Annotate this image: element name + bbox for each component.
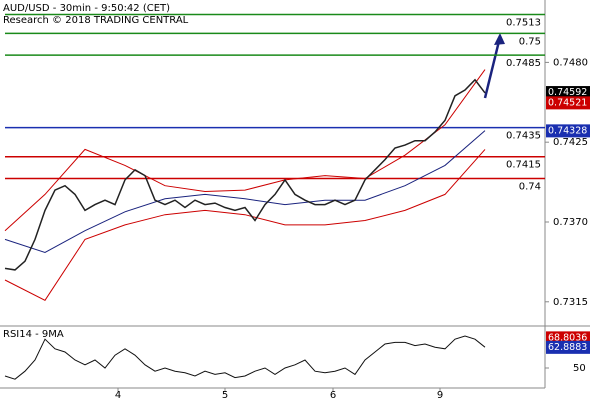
y-tick-label: 0.7425: [553, 137, 588, 148]
moving-average: [4, 130, 486, 254]
price-marker: [546, 86, 590, 100]
chart-subtitle: Research © 2018 TRADING CENTRAL: [3, 15, 189, 26]
x-tick-label: 6: [330, 390, 336, 400]
rsi-tick-label: 50: [573, 363, 586, 374]
y-tick-label: 0.7315: [553, 297, 588, 308]
level-label: 0.7513: [506, 18, 541, 29]
rsi-marker-label: 62.8883: [548, 342, 587, 353]
rsi-title: RSI14 - 9MA: [3, 329, 64, 340]
rsi-marker: [546, 340, 590, 354]
price-marker-label: 0.74592: [548, 87, 587, 98]
level-label: 0.75: [519, 36, 541, 47]
price-marker: [546, 96, 590, 110]
x-tick-label: 9: [437, 390, 443, 400]
lower-band: [4, 149, 486, 301]
price-line: [4, 78, 486, 271]
chart-title: AUD/USD - 30min - 9:50:42 (CET): [3, 3, 170, 14]
y-tick-label: 0.7480: [553, 57, 588, 68]
x-tick-label: 5: [222, 390, 228, 400]
level-label: 0.7435: [506, 131, 541, 142]
price-marker-label: 0.74328: [548, 125, 587, 136]
level-label: 0.74: [519, 181, 541, 192]
price-marker: [546, 124, 590, 138]
level-label: 0.7485: [506, 58, 541, 69]
price-marker-label: 0.74521: [548, 97, 587, 108]
rsi-line: [4, 335, 486, 380]
x-tick-label: 4: [115, 390, 121, 400]
rsi-marker-label: 68.8036: [548, 332, 587, 343]
upper-band: [4, 69, 486, 232]
forecast-arrow: [483, 36, 502, 99]
y-tick-label: 0.7370: [553, 217, 588, 228]
level-label: 0.7415: [506, 160, 541, 171]
forecast-arrowhead: [494, 33, 505, 45]
